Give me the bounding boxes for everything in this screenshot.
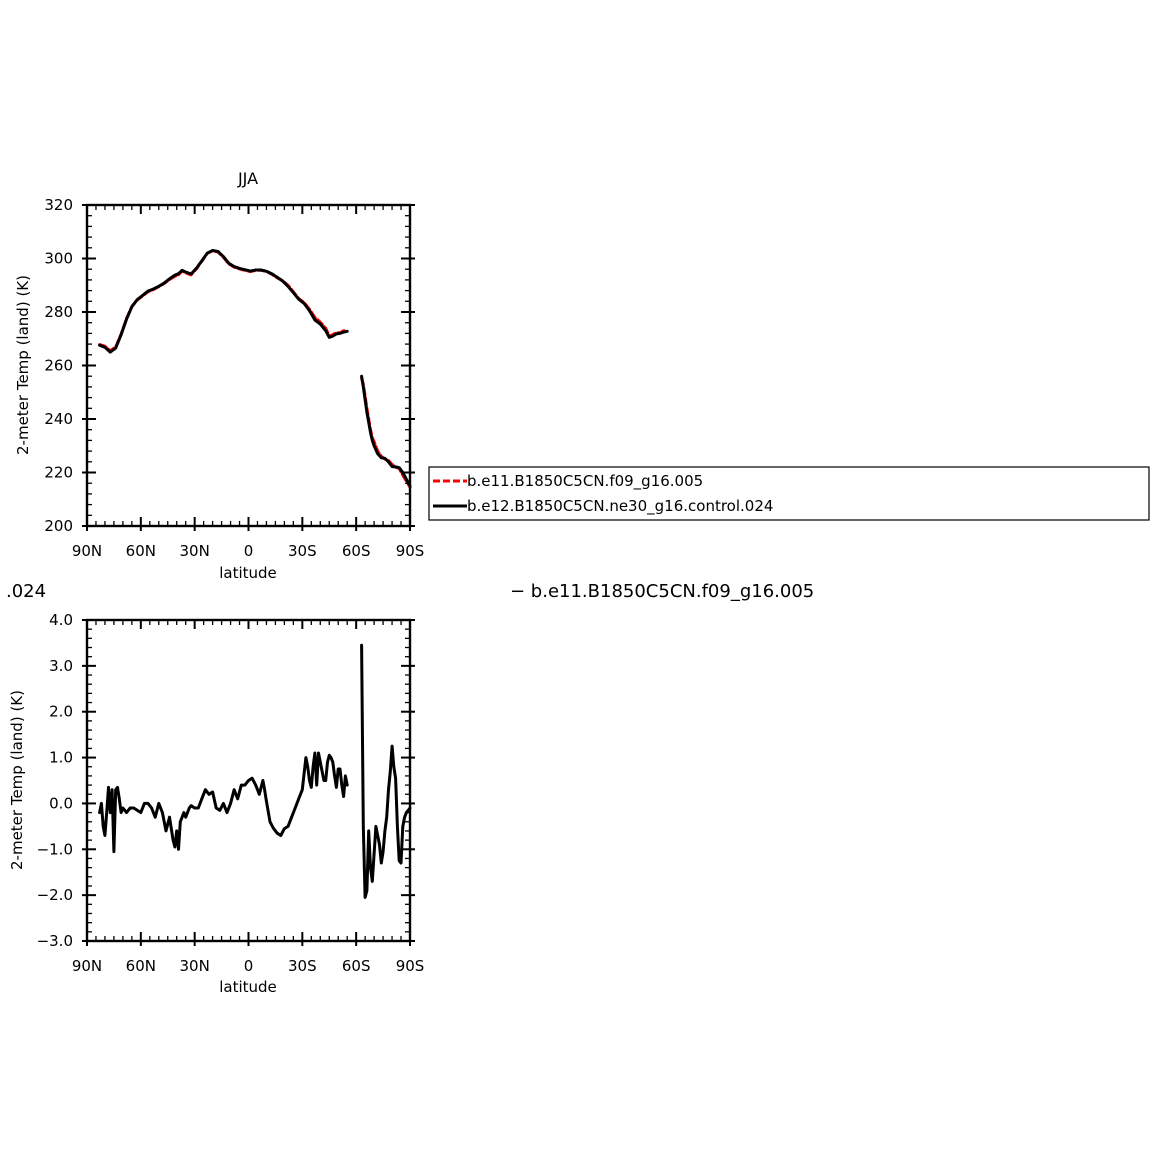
top-series-2-line-segment-1	[98, 249, 349, 354]
bottom-panel-lines	[98, 643, 412, 899]
bottom-ytick-label: 3.0	[49, 657, 73, 675]
bottom-panel-ylabel: 2-meter Temp (land) (K)	[8, 690, 26, 870]
bottom-ytick-label: 0.0	[49, 794, 73, 812]
top-ytick-label: 200	[44, 517, 73, 535]
top-panel-xlabel: latitude	[219, 564, 277, 582]
bottom-xtick-label: 90N	[72, 957, 102, 975]
bottom-series-1-line-segment-1	[98, 751, 349, 854]
bottom-xtick-label: 30S	[288, 957, 317, 975]
top-panel-title: JJA	[237, 169, 258, 188]
top-xtick-label: 30N	[180, 542, 210, 560]
top-series-2-line-segment-2	[360, 374, 412, 488]
top-xtick-label: 0	[244, 542, 254, 560]
bottom-xtick-label: 60S	[342, 957, 371, 975]
top-ytick-label: 260	[44, 357, 73, 375]
top-panel-lines	[98, 249, 412, 489]
bottom-panel-ticks: 90N 60N 30N 0 30S 60S 90S −3.0 −2.0 −1.0 0.0 1.0 2.0…	[37, 611, 425, 975]
legend-label-series-2: b.e12.B1850C5CN.ne30_g16.control.024	[467, 497, 773, 516]
top-panel: JJA 90N 60N 30N 0 30S 60S 90S 200 220 240 260 280 30…	[14, 169, 424, 582]
top-xtick-label: 60N	[126, 542, 156, 560]
top-ytick-label: 280	[44, 303, 73, 321]
bottom-ytick-label: 4.0	[49, 611, 73, 629]
bottom-ytick-label: 1.0	[49, 749, 73, 767]
legend: b.e11.B1850C5CN.f09_g16.005 b.e12.B1850C…	[428, 466, 1150, 521]
top-xtick-label: 90N	[72, 542, 102, 560]
bottom-ytick-label: 2.0	[49, 703, 73, 721]
top-xtick-label: 60S	[342, 542, 371, 560]
bottom-panel-xlabel: latitude	[219, 978, 277, 996]
bottom-xtick-label: 90S	[396, 957, 425, 975]
top-ytick-label: 240	[44, 410, 73, 428]
top-panel-ticks: 90N 60N 30N 0 30S 60S 90S 200 220 240 260 280 300 320	[44, 196, 424, 560]
bottom-xtick-label: 0	[244, 957, 254, 975]
top-xtick-label: 90S	[396, 542, 425, 560]
bottom-ytick-label: −2.0	[37, 886, 73, 904]
legend-label-series-1: b.e11.B1850C5CN.f09_g16.005	[467, 472, 703, 491]
legend-box	[428, 466, 1150, 521]
top-ytick-label: 300	[44, 250, 73, 268]
bottom-xtick-label: 60N	[126, 957, 156, 975]
bottom-panel: 90N 60N 30N 0 30S 60S 90S −3.0 −2.0 −1.0 0.0 1.0 2.0…	[8, 611, 424, 996]
bottom-ytick-label: −3.0	[37, 932, 73, 950]
clipped-title-right: − b.e11.B1850C5CN.f09_g16.005	[510, 581, 814, 602]
bottom-panel-frame	[85, 618, 412, 943]
top-panel-ylabel: 2-meter Temp (land) (K)	[14, 275, 32, 455]
bottom-ytick-label: −1.0	[37, 840, 73, 858]
top-xtick-label: 30S	[288, 542, 317, 560]
bottom-series-1-line-segment-2	[360, 643, 412, 899]
clipped-title-left: .024	[6, 581, 46, 602]
top-ytick-label: 220	[44, 464, 73, 482]
top-ytick-label: 320	[44, 196, 73, 214]
top-panel-frame	[85, 203, 412, 528]
bottom-xtick-label: 30N	[180, 957, 210, 975]
